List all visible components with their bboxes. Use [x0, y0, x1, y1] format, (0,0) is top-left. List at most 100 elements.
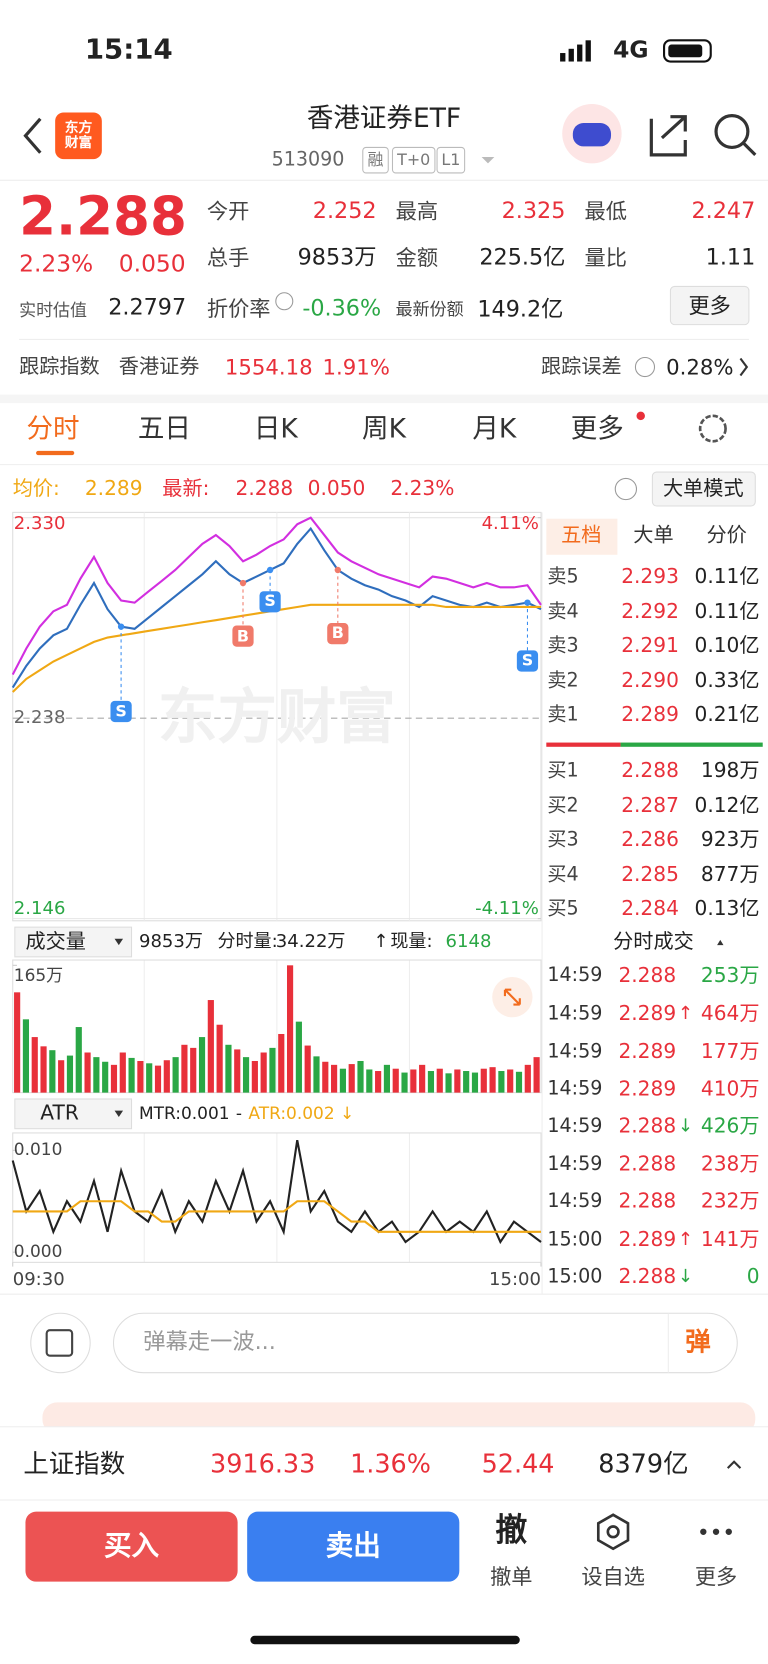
bar [507, 1069, 514, 1093]
panel-tab[interactable]: 五档 [561, 523, 602, 547]
buy-button[interactable] [25, 1511, 238, 1582]
home-indicator [250, 1635, 520, 1645]
panel-title: 分时成交 [613, 929, 694, 954]
y-tick-label: 2.146 [13, 897, 66, 920]
volume-frame [12, 959, 542, 1094]
bar [286, 965, 294, 1093]
y-tick-label: 2.238 [13, 707, 66, 729]
trade-price: 2.288 [618, 1114, 677, 1138]
indicator-select[interactable] [14, 1098, 133, 1130]
sell-label: 卖出 [325, 1530, 381, 1563]
value: 2.2797 [108, 294, 187, 320]
field-label: 量比 [584, 245, 627, 271]
bar [383, 1064, 391, 1093]
chevron[interactable] [739, 357, 749, 377]
trade-label: S [521, 650, 534, 671]
bar [313, 1056, 320, 1093]
bar [75, 1027, 82, 1093]
code: 513090 [271, 148, 345, 171]
price: 2.288 [19, 185, 187, 248]
trade-volume: 0 [746, 1265, 760, 1289]
level-volume: 0.10亿 [694, 633, 760, 658]
field-value: 1.11 [705, 244, 756, 270]
danmaku-button[interactable]: 弹 [685, 1327, 711, 1357]
tab-highlight [546, 518, 618, 555]
tag: L1 [441, 150, 461, 170]
trade-price: 2.289 [618, 1001, 677, 1026]
watch-icon[interactable] [596, 1513, 630, 1551]
panel-tab[interactable]: 分价 [706, 523, 747, 547]
back-icon[interactable] [23, 117, 42, 154]
search-handle [742, 142, 757, 157]
settings-icon[interactable] [698, 414, 727, 443]
field-label: 最新份额 [395, 299, 464, 320]
tab[interactable]: 周K [362, 413, 406, 444]
cancel-icon: 撤 [495, 1511, 528, 1549]
level-label: 买4 [547, 863, 579, 886]
bar [471, 1072, 479, 1093]
level-price: 2.284 [621, 896, 679, 921]
battery-level [668, 44, 703, 58]
bar [278, 1033, 285, 1093]
field-value: 149.2亿 [477, 296, 564, 322]
field-value: 2.325 [501, 197, 566, 224]
tab[interactable]: 更多 [570, 413, 624, 444]
tab[interactable]: 月K [472, 413, 517, 444]
pct: 2.23% [390, 476, 455, 501]
mode-label: 大单模式 [662, 476, 744, 501]
help-icon[interactable] [614, 477, 638, 501]
dropdown-icon[interactable] [481, 156, 495, 164]
bar [445, 1073, 452, 1093]
trade-volume: 464万 [700, 1001, 760, 1026]
level-label: 卖5 [547, 565, 579, 588]
level-price: 2.293 [621, 564, 679, 589]
field-value: 2.252 [312, 197, 377, 224]
search-icon[interactable] [714, 114, 750, 150]
level-volume: 923万 [700, 827, 760, 852]
bar [269, 1047, 276, 1093]
tab[interactable]: 五日 [137, 413, 191, 444]
volume-total: 9853万 [138, 930, 203, 953]
bar [436, 1068, 443, 1093]
level-price: 2.286 [621, 827, 679, 852]
panel-tab[interactable]: 大单 [633, 523, 674, 547]
sell-button[interactable] [247, 1511, 460, 1582]
comment-input[interactable] [112, 1312, 738, 1374]
x-tick-label: 09:30 [12, 1269, 65, 1291]
comment-icon[interactable] [30, 1312, 91, 1374]
clock: 15:14 [84, 33, 173, 66]
level-volume: 877万 [700, 862, 760, 887]
trade-label: B [236, 626, 250, 646]
bar [190, 1047, 197, 1093]
bar [93, 1057, 100, 1093]
indicator-name: ATR [40, 1101, 79, 1125]
badge-dot [636, 411, 645, 421]
mode-button[interactable] [651, 471, 756, 507]
bar [128, 1057, 135, 1093]
trade-direction: ↓ [677, 1115, 693, 1137]
bar [427, 1071, 435, 1093]
expand-icon[interactable] [726, 1460, 742, 1469]
collapse-icon[interactable] [717, 939, 724, 946]
bar [234, 1049, 241, 1093]
trade-volume: 177万 [700, 1040, 760, 1064]
more-button[interactable] [669, 285, 750, 326]
bar [58, 1060, 65, 1093]
tab[interactable]: 日K [253, 413, 298, 444]
share-icon[interactable] [649, 115, 687, 157]
label: 现量: [390, 930, 433, 953]
index-bar-bg [0, 1426, 768, 1502]
tab[interactable]: 分时 [26, 413, 80, 444]
level-volume: 0.11亿 [694, 599, 760, 624]
trade-point [117, 623, 125, 630]
bar [375, 1071, 382, 1093]
indicator-select[interactable] [14, 926, 133, 958]
help-icon[interactable] [634, 356, 656, 378]
index-name: 上证指数 [23, 1449, 126, 1479]
more-icon[interactable] [700, 1528, 732, 1535]
field-label: 今开 [206, 198, 250, 224]
level-label: 卖1 [547, 703, 579, 726]
value: 34.22万 [275, 930, 346, 953]
